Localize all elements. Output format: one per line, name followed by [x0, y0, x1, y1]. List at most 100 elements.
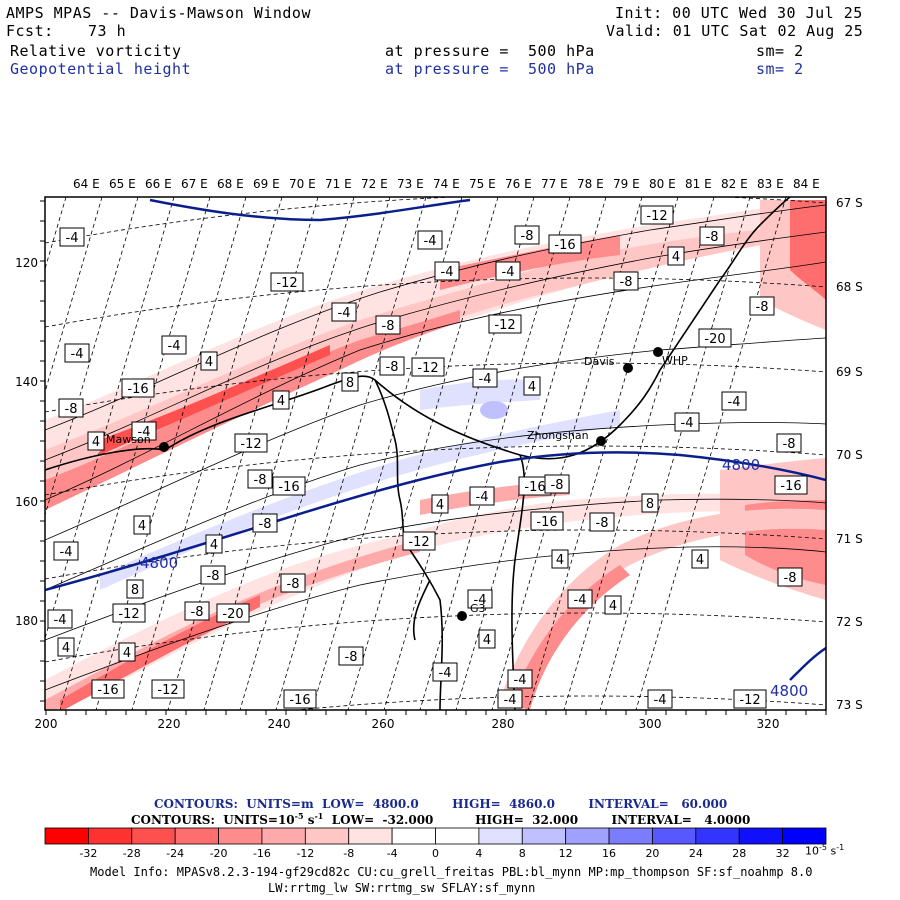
- meridian-line: [95, 197, 247, 710]
- lon-label: 68 E: [217, 177, 244, 191]
- vorticity-label: -4: [161, 335, 187, 355]
- colorbar: [44, 827, 827, 845]
- height-label: 4800: [770, 682, 808, 700]
- vorticity-label-text: -4: [474, 593, 487, 608]
- vorticity-label-text: 4: [62, 641, 70, 656]
- meridian-line: [239, 197, 391, 710]
- right-lat-labels: 67 S 68 S 69 S 70 S 71 S 72 S 73 S: [836, 196, 863, 712]
- vorticity-label-text: -12: [157, 683, 178, 698]
- forecast-hours: 73 h: [88, 22, 127, 40]
- vorticity-label-text: -12: [240, 437, 261, 452]
- vorticity-label: 4: [523, 376, 541, 396]
- colorbar-swatch: [391, 827, 436, 845]
- vorticity-label: 4: [691, 549, 709, 569]
- parallel-line: [45, 197, 826, 244]
- colorbar-tick-label: 12: [558, 847, 573, 860]
- vorticity-label-text: -16: [278, 480, 299, 495]
- vorticity-label-text: -4: [504, 693, 517, 708]
- vorticity-label-text: -4: [60, 545, 73, 560]
- meridian-line: [45, 197, 175, 640]
- vorticity-label-text: -8: [207, 569, 220, 584]
- vorticity-label: -12: [270, 272, 304, 292]
- meridian-line: [347, 197, 499, 710]
- vorticity-label: -12: [234, 433, 268, 453]
- vorticity-label: -4: [469, 486, 495, 506]
- lon-label: 65 E: [109, 177, 136, 191]
- parallel-line: [45, 529, 826, 580]
- vorticity-label: -8: [247, 469, 273, 489]
- colorbar-tick-label: -28: [122, 847, 141, 860]
- vorticity-label-text: 4: [123, 646, 131, 661]
- vorticity-label: 8: [641, 493, 659, 513]
- vorticity-label: -4: [47, 609, 73, 629]
- meridian-line: [59, 197, 211, 710]
- vorticity-label-text: -12: [276, 276, 297, 291]
- meridian-line: [167, 197, 319, 710]
- meridian-line: [0, 197, 30, 710]
- vorticity-label-text: 4: [436, 498, 444, 513]
- lon-label: 81 E: [685, 177, 712, 191]
- vorticity-label: -4: [495, 261, 521, 281]
- vorticity-label: -8: [200, 565, 226, 585]
- station-marker-whp: [653, 347, 663, 357]
- vorticity-label-text: -4: [479, 372, 492, 387]
- vorticity-label: -8: [749, 296, 775, 316]
- vorticity-label: -12: [151, 679, 185, 699]
- lon-label: 73 E: [397, 177, 424, 191]
- vorticity-label: -8: [375, 315, 401, 335]
- lon-label: 66 E: [145, 177, 172, 191]
- colorbar-swatch: [174, 827, 219, 845]
- vorticity-label-text: -8: [259, 517, 272, 532]
- model-info: Model Info: MPASv8.2.3-194-gf29cd82c CU:…: [90, 865, 813, 879]
- colorbar-tick-label: -16: [252, 847, 271, 860]
- vorticity-label: 4: [667, 246, 685, 266]
- vorticity-label-text: -4: [54, 613, 67, 628]
- valid-time: Valid: 01 UTC Sat 02 Aug 25: [606, 22, 864, 40]
- meridian-line: [131, 197, 283, 710]
- vorticity-label-text: 8: [131, 583, 139, 598]
- x-tick-label: 280: [492, 717, 515, 731]
- vorticity-label: -16: [530, 511, 564, 531]
- vorticity-label: -16: [518, 476, 552, 496]
- lat-label: 73 S: [836, 698, 863, 712]
- vorticity-label: -20: [698, 328, 732, 348]
- colorbar-tick-label: 16: [602, 847, 617, 860]
- vorticity-label-text: -8: [386, 360, 399, 375]
- meridian-line: [311, 197, 463, 710]
- axis-ticks: [40, 200, 827, 715]
- lon-label: 76 E: [505, 177, 532, 191]
- meridian-line: [383, 197, 535, 710]
- vorticity-label: -8: [58, 398, 84, 418]
- height-contour-info: CONTOURS: UNITS=m LOW= 4800.0 HIGH= 4860…: [154, 797, 728, 811]
- station-marker-davis: [623, 363, 633, 373]
- colorbar-swatch: [261, 827, 306, 845]
- vorticity-label-text: -4: [66, 231, 79, 246]
- vorticity-label-text: 8: [646, 497, 654, 512]
- colorbar-swatch: [44, 827, 89, 845]
- vorticity-label-text: -12: [494, 318, 515, 333]
- vorticity-label-text: -4: [728, 395, 741, 410]
- vorticity-label-text: -16: [554, 238, 575, 253]
- vorticity-label: -12: [733, 689, 767, 709]
- colorbar-tick-label: -20: [209, 847, 228, 860]
- vorticity-label-text: -12: [408, 535, 429, 550]
- colorbar-swatch: [521, 827, 567, 845]
- vorticity-label: 4: [118, 642, 136, 662]
- colorbar-swatch: [738, 827, 784, 845]
- lon-label: 75 E: [469, 177, 496, 191]
- y-tick-label: 160: [15, 495, 38, 509]
- vorticity-label: -4: [64, 343, 90, 363]
- vorticity-label-text: 4: [609, 599, 617, 614]
- lat-label: 67 S: [836, 196, 863, 210]
- vorticity-label-text: -4: [424, 234, 437, 249]
- vorticity-label: -4: [432, 662, 458, 682]
- vorticity-label-text: -8: [191, 605, 204, 620]
- vorticity-label: -4: [131, 421, 157, 441]
- lon-label: 69 E: [253, 177, 280, 191]
- lon-label: 83 E: [757, 177, 784, 191]
- colorbar-swatch: [652, 827, 697, 845]
- vorticity-label: -4: [53, 541, 79, 561]
- vorticity-label-text: 4: [138, 519, 146, 534]
- vorticity-label-text: -8: [756, 300, 769, 315]
- vorticity-label: -8: [379, 356, 405, 376]
